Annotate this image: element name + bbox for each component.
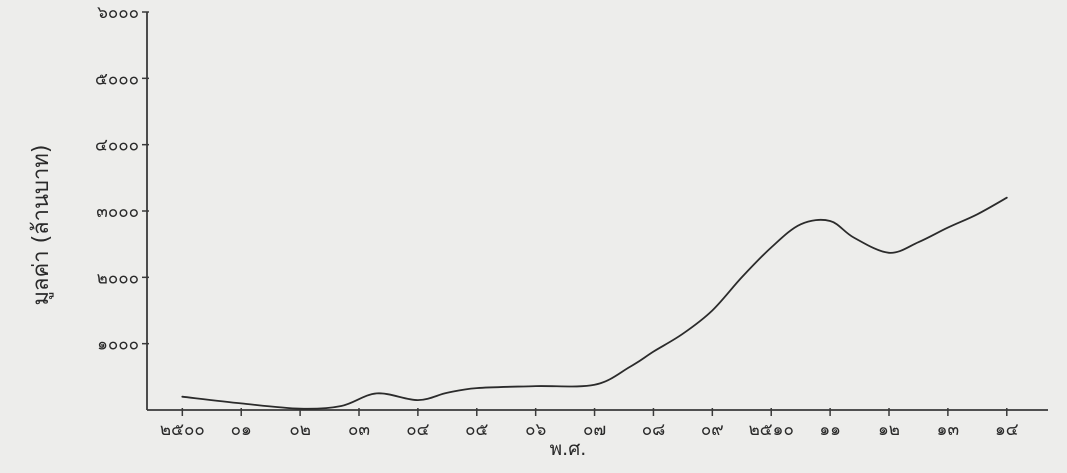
y-tick-label: ๑๐๐๐ xyxy=(97,335,139,355)
y-tick-label: ๒๐๐๐ xyxy=(97,268,139,288)
x-tick-label: ๒๕๑๐ xyxy=(749,420,794,440)
x-tick-label: ๐๑ xyxy=(231,420,252,440)
x-tick-label: ๑๒ xyxy=(878,420,900,440)
x-tick-label: ๐๔ xyxy=(406,420,429,440)
x-tick-label: ๐๘ xyxy=(642,420,666,440)
x-tick-label: ๒๕๐๐ xyxy=(160,420,205,440)
series-line xyxy=(181,196,1008,410)
x-axis-ticks: ๒๕๐๐ ๐๑ ๐๒ ๐๓ ๐๔ ๐๕ ๐๖ ๐๗ ๐๘ ๐๙ ๒๕๑๐ ๑๑ ๑๒ ๑๓ ๑๔ xyxy=(160,408,1019,440)
x-tick-label: ๑๔ xyxy=(995,420,1019,440)
x-tick-label: ๐๓ xyxy=(348,420,370,440)
x-tick-label: ๑๑ xyxy=(819,420,841,440)
y-tick-label: ๔๐๐๐ xyxy=(95,136,139,156)
x-tick-label: ๐๕ xyxy=(465,420,488,440)
x-tick-label: ๑๓ xyxy=(937,420,959,440)
x-tick-label: ๐๙ xyxy=(701,420,724,440)
y-tick-label: ๕๐๐๐ xyxy=(95,69,139,89)
x-axis-label: พ.ศ. xyxy=(550,438,587,460)
y-axis-label: มูลค่า (ล้านบาท) xyxy=(29,145,54,306)
x-tick-label: ๐๗ xyxy=(583,420,606,440)
x-tick-label: ๐๒ xyxy=(289,420,311,440)
y-tick-label: ๖๐๐๐ xyxy=(97,3,139,23)
y-tick-label: ๓๐๐๐ xyxy=(96,202,139,222)
x-tick-label: ๐๖ xyxy=(525,420,546,440)
y-axis-ticks: ๑๐๐๐ ๒๐๐๐ ๓๐๐๐ ๔๐๐๐ ๕๐๐๐ ๖๐๐๐ xyxy=(95,3,149,355)
